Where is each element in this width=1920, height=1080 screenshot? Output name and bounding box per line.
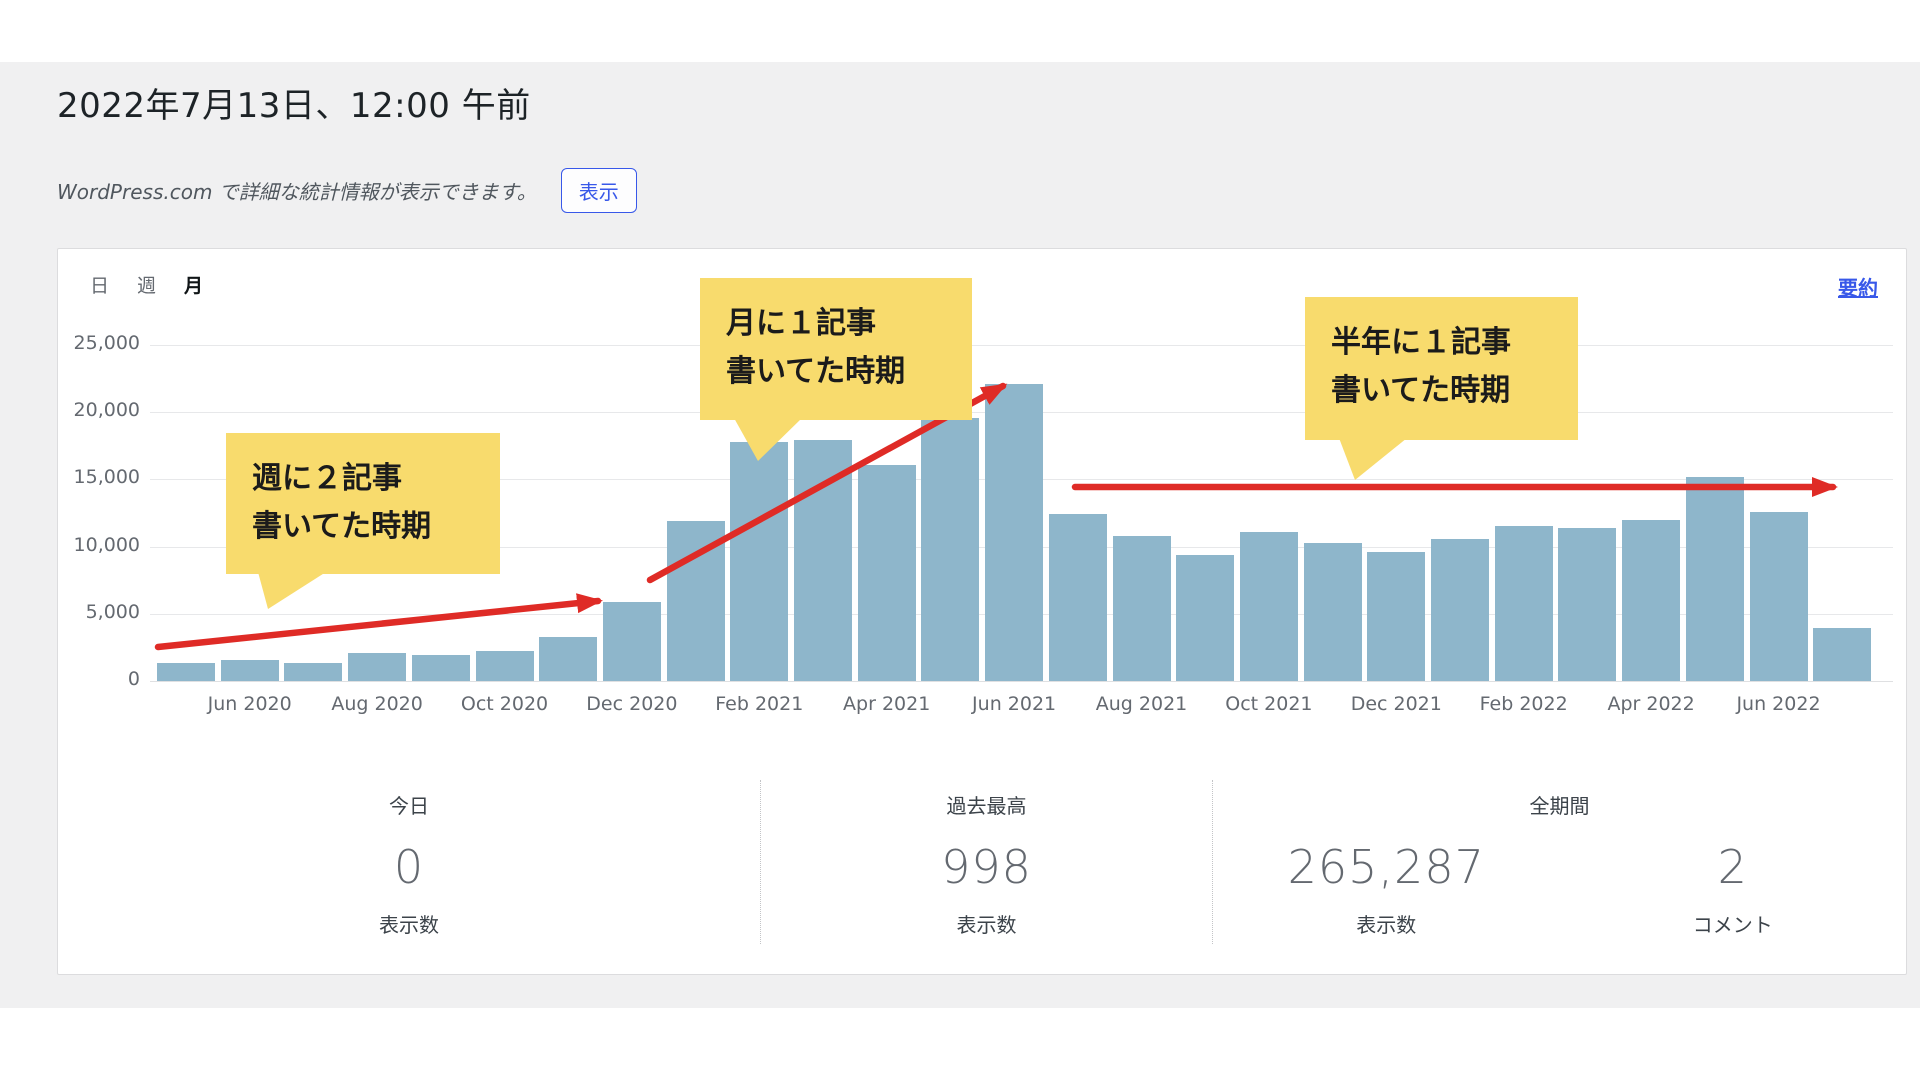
- summary-best-ever: 過去最高 998 表示数: [760, 780, 1212, 944]
- today-views-label: 表示数: [379, 913, 439, 937]
- summary-header-all-time: 全期間: [1529, 794, 1590, 818]
- chart-bar-aug-2021[interactable]: [1112, 535, 1171, 681]
- today-views-value: 0: [393, 840, 425, 894]
- page-title: 2022年7月13日、12:00 午前: [57, 86, 531, 126]
- x-axis-label: Dec 2020: [586, 693, 678, 715]
- all-time-views-label: 表示数: [1356, 913, 1417, 937]
- x-axis-label: Aug 2021: [1095, 693, 1188, 715]
- y-axis-label: 0: [127, 668, 140, 690]
- callout-text: 月に１記事: [726, 306, 876, 341]
- chart-bar-jan-2021[interactable]: [666, 521, 725, 681]
- x-axis-label: Jun 2022: [1736, 693, 1821, 715]
- callout-annotation: 月に１記事書いてた時期: [700, 278, 972, 420]
- chart-bar-dec-2020[interactable]: [602, 602, 661, 681]
- chart-bar-feb-2022[interactable]: [1494, 526, 1553, 681]
- callout-text: 週に２記事: [252, 461, 402, 496]
- all-time-stats: 265,287 表示数 2 コメント: [1213, 843, 1906, 938]
- all-time-comments-label: コメント: [1692, 913, 1773, 937]
- chart-bar-jul-2020[interactable]: [284, 662, 343, 681]
- y-axis-label: 5,000: [85, 600, 140, 623]
- gridline: [150, 681, 1893, 682]
- trend-arrow: [154, 593, 603, 651]
- chart-bar-nov-2020[interactable]: [539, 636, 598, 681]
- chart-bar-jul-2022[interactable]: [1813, 627, 1872, 681]
- summary-today: 今日 0 表示数: [58, 780, 760, 944]
- chart-bar-feb-2021[interactable]: [730, 442, 789, 681]
- all-time-comments-value: 2: [1717, 840, 1748, 894]
- chart-bar-jun-2020[interactable]: [220, 660, 279, 681]
- all-time-comments: 2 コメント: [1560, 843, 1907, 938]
- x-axis-label: Apr 2022: [1607, 693, 1695, 715]
- chart-bar-may-2020[interactable]: [157, 662, 215, 681]
- chart-bar-sep-2021[interactable]: [1176, 555, 1235, 681]
- x-axis-label: Jun 2020: [207, 693, 292, 715]
- summary-row: 今日 0 表示数 過去最高 998 表示数 全期間 265,287 表示数 2: [58, 780, 1906, 944]
- y-axis-label: 25,000: [73, 332, 140, 354]
- x-axis-label: Jun 2021: [972, 693, 1057, 715]
- callout-tail: [1339, 438, 1407, 480]
- tab-month[interactable]: 月: [184, 275, 204, 297]
- chart-bar-aug-2020[interactable]: [348, 653, 407, 681]
- callout-annotation: 半年に１記事 書いてた時期: [1305, 297, 1578, 440]
- y-axis-label: 10,000: [73, 533, 140, 556]
- chart-bar-oct-2020[interactable]: [475, 650, 534, 681]
- summary-all-time: 全期間 265,287 表示数 2 コメント: [1212, 780, 1906, 944]
- view-stats-button[interactable]: 表示: [560, 168, 637, 213]
- x-axis-label: Feb 2022: [1479, 693, 1568, 715]
- tab-week[interactable]: 週: [137, 275, 157, 297]
- chart-bar-nov-2021[interactable]: [1303, 542, 1362, 681]
- chart-bar-oct-2021[interactable]: [1239, 531, 1298, 681]
- chart-bar-mar-2021[interactable]: [794, 440, 852, 681]
- gridline: [150, 345, 1893, 346]
- subtitle-row: WordPress.com で詳細な統計情報が表示できます。 表示: [57, 168, 637, 213]
- x-axis-label: Oct 2021: [1225, 693, 1313, 715]
- chart-bar-dec-2021[interactable]: [1367, 551, 1426, 681]
- summary-header-today: 今日: [389, 794, 429, 818]
- all-time-views: 265,287 表示数: [1213, 843, 1560, 938]
- chart-bar-mar-2022[interactable]: [1558, 528, 1617, 681]
- summary-header-best: 過去最高: [946, 794, 1027, 818]
- callout-tail: [258, 572, 326, 609]
- chart-bar-apr-2021[interactable]: [857, 465, 916, 681]
- chart-bar-jul-2021[interactable]: [1048, 513, 1107, 681]
- all-time-views-value: 265,287: [1287, 840, 1485, 894]
- period-tabs: 日 週 月: [90, 271, 203, 298]
- chart-bar-jun-2021[interactable]: [985, 383, 1044, 681]
- y-axis-label: 20,000: [73, 399, 140, 422]
- best-views-label: 表示数: [956, 913, 1017, 937]
- chart-bar-jan-2022[interactable]: [1431, 538, 1489, 681]
- x-axis-label: Apr 2021: [843, 693, 931, 715]
- chart-bar-sep-2020[interactable]: [411, 654, 470, 681]
- x-axis-label: Dec 2021: [1350, 693, 1442, 715]
- tab-day[interactable]: 日: [90, 275, 110, 297]
- summary-link[interactable]: 要約: [1838, 276, 1878, 300]
- callout-annotation: 週に２記事書いてた時期: [226, 433, 500, 574]
- stats-chart-panel: 日 週 月 要約 0 5,000 10,000 15,000 20,000 25,000 J…: [57, 248, 1907, 975]
- chart-bar-apr-2022[interactable]: [1622, 519, 1681, 681]
- x-axis-label: Feb 2021: [715, 693, 804, 715]
- x-axis-label: Oct 2020: [460, 693, 549, 715]
- wordpress-stats-note: WordPress.com で詳細な統計情報が表示できます。: [57, 180, 537, 204]
- best-views-value: 998: [941, 840, 1032, 894]
- x-axis-label: Aug 2020: [331, 693, 423, 715]
- y-axis-label: 15,000: [73, 466, 140, 489]
- chart-bar-jun-2022[interactable]: [1749, 512, 1808, 681]
- callout-text: 半年に１記事: [1331, 325, 1511, 360]
- callout-text: 書いてた時期: [1331, 373, 1511, 408]
- callout-text: 書いてた時期: [726, 354, 906, 389]
- callout-text: 書いてた時期: [252, 509, 432, 544]
- chart-bar-may-2021[interactable]: [921, 417, 980, 681]
- chart-bar-may-2022[interactable]: [1685, 476, 1744, 681]
